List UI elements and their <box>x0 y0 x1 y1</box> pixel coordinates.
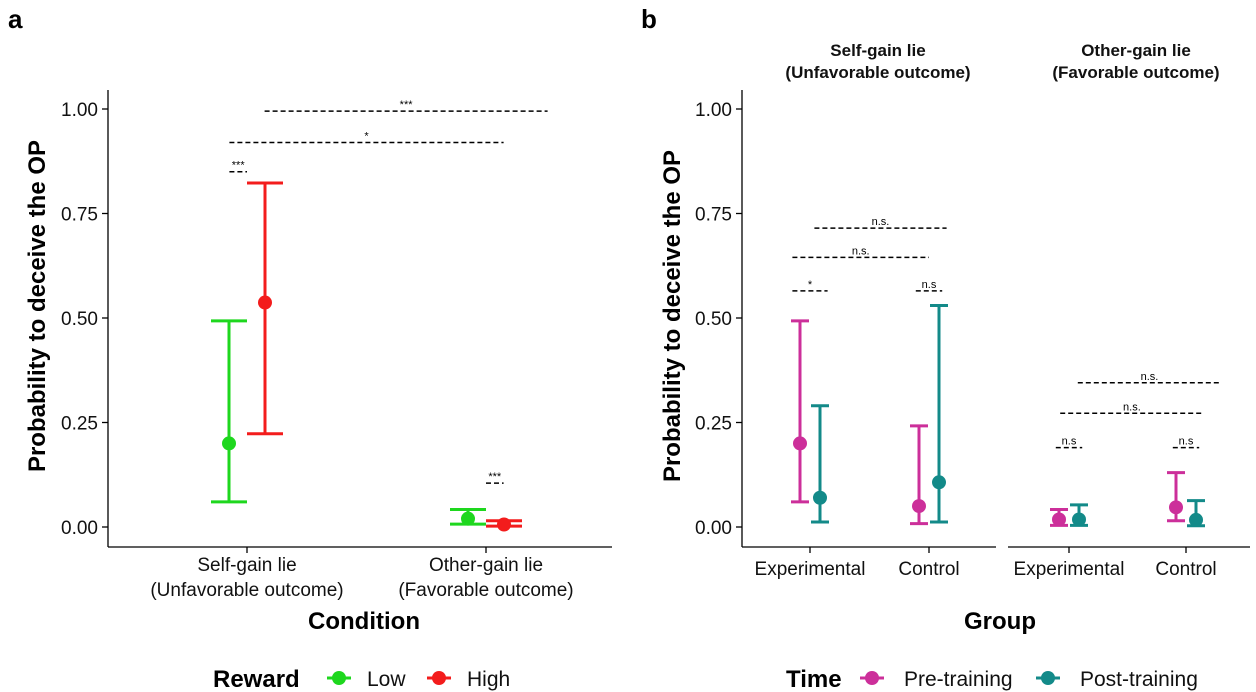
panel-a-ytick-label: 0.50 <box>61 309 98 330</box>
significance-label: * <box>808 279 813 291</box>
legend-low-label: Low <box>367 668 406 691</box>
panel-a-xtick-label: Self-gain lie <box>197 555 296 576</box>
point-pre-training <box>793 436 807 451</box>
legend-post-marker <box>1041 671 1055 685</box>
legend-low-marker <box>332 671 346 685</box>
panel-b-ytick-label: 1.00 <box>695 100 732 121</box>
panel-b-xtick-label: Control <box>1155 559 1216 580</box>
chart-marks: 0.00 0.25 0.50 0.75 1.00 Self-gain lie (Unfavo… <box>61 90 1250 601</box>
panel-b-ytick-label: 0.00 <box>695 518 732 539</box>
panel-b-xtick-label: Experimental <box>755 559 866 580</box>
point-pre-training <box>912 499 926 514</box>
significance-label: n.s. <box>872 216 890 228</box>
legend-high-marker <box>432 671 446 685</box>
panel-b-xlabel: Group <box>964 608 1036 635</box>
point-post-training <box>1072 512 1086 527</box>
panel-b-ylabel: Probability to deceive the OP <box>659 150 686 482</box>
point-post-training <box>1189 512 1203 527</box>
significance-label: *** <box>232 160 246 172</box>
legend-post-label: Post-training <box>1080 668 1198 691</box>
point-post-training <box>932 475 946 490</box>
significance-label: n.s <box>1062 436 1077 448</box>
significance-label: * <box>364 130 369 142</box>
panel-a-xtick-label: (Favorable outcome) <box>398 580 573 601</box>
panel-b-xtick-label: Experimental <box>1014 559 1125 580</box>
panel-a-letter: a <box>8 4 23 34</box>
panel-a-xtick-label: Other-gain lie <box>429 555 543 576</box>
legend-reward-title: Reward <box>213 666 300 692</box>
panel-a-ylabel: Probability to deceive the OP <box>24 140 51 472</box>
panel-a-xtick-label: (Unfavorable outcome) <box>150 580 343 601</box>
panel-a-ytick-label: 0.00 <box>61 518 98 539</box>
legend-time: Time Pre-training Post-training <box>786 666 1198 692</box>
point-high <box>497 517 511 532</box>
significance-label: *** <box>400 99 414 111</box>
facet-1-title-line2: (Unfavorable outcome) <box>785 63 970 82</box>
legend-high-label: High <box>467 668 510 691</box>
panel-a-xlabel: Condition <box>308 608 420 635</box>
facet-1-title-line1: Self-gain lie <box>830 41 925 60</box>
significance-label: n.s <box>922 279 937 291</box>
facet-2-title-line2: (Favorable outcome) <box>1052 63 1219 82</box>
panel-b-letter: b <box>641 4 657 34</box>
legend-pre-marker <box>865 671 879 685</box>
significance-label: n.s <box>1179 436 1194 448</box>
panel-b-xtick-label: Control <box>898 559 959 580</box>
panel-a-ytick-label: 0.25 <box>61 414 98 435</box>
panel-a-ytick-label: 0.75 <box>61 205 98 226</box>
facet-2-title-line1: Other-gain lie <box>1081 41 1191 60</box>
point-low <box>222 436 236 451</box>
panel-b-ytick-label: 0.50 <box>695 309 732 330</box>
panel-b-ytick-label: 0.25 <box>695 414 732 435</box>
point-high <box>258 295 272 310</box>
legend-time-title: Time <box>786 666 842 692</box>
point-low <box>461 511 475 526</box>
panel-b-ytick-label: 0.75 <box>695 205 732 226</box>
point-pre-training <box>1169 500 1183 515</box>
point-post-training <box>813 490 827 505</box>
panel-a-ytick-label: 1.00 <box>61 100 98 121</box>
legend-reward: Reward Low High <box>213 666 510 692</box>
significance-label: *** <box>488 471 502 483</box>
significance-label: n.s. <box>1123 401 1141 413</box>
legend-pre-label: Pre-training <box>904 668 1013 691</box>
significance-label: n.s. <box>852 245 870 257</box>
point-pre-training <box>1052 512 1066 527</box>
significance-label: n.s. <box>1141 371 1159 383</box>
